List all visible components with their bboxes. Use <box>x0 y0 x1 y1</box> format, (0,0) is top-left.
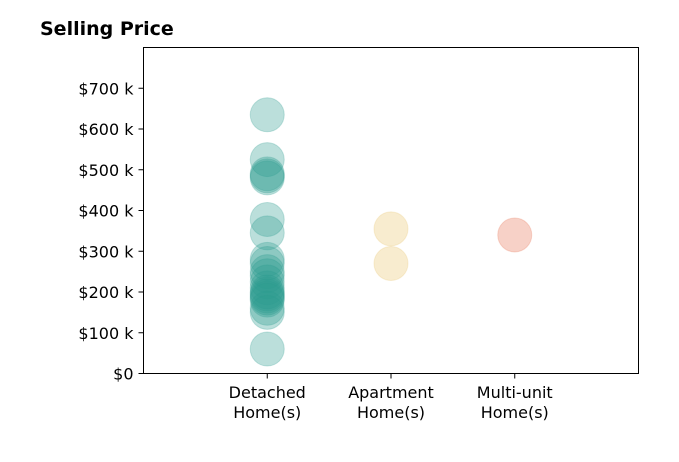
data-point <box>249 142 285 178</box>
data-point <box>249 264 285 300</box>
data-point <box>249 245 285 281</box>
data-point <box>249 278 285 314</box>
y-tick-label: $300 k <box>78 242 134 261</box>
data-point <box>249 201 285 237</box>
plot-frame <box>143 47 639 374</box>
data-point <box>249 241 285 277</box>
y-tick-label: $600 k <box>78 120 134 139</box>
points-layer <box>249 97 533 367</box>
y-tick-label: $0 <box>113 365 133 384</box>
data-point <box>373 245 409 281</box>
data-point <box>373 211 409 247</box>
x-axis: DetachedHome(s)ApartmentHome(s)Multi-uni… <box>229 373 553 422</box>
data-point <box>249 270 285 306</box>
data-point <box>249 290 285 326</box>
y-tick-label: $400 k <box>78 202 134 221</box>
chart-title: Selling Price <box>40 18 174 40</box>
y-tick-label: $200 k <box>78 283 134 302</box>
data-point <box>249 276 285 312</box>
x-tick-label: Detached <box>229 383 306 402</box>
x-tick-label: Home(s) <box>481 403 549 422</box>
data-point <box>249 331 285 367</box>
data-point <box>497 217 533 253</box>
data-point <box>249 158 285 194</box>
data-point <box>249 280 285 316</box>
y-tick-label: $700 k <box>78 79 134 98</box>
data-point <box>249 215 285 251</box>
y-tick-label: $500 k <box>78 161 134 180</box>
x-tick-label: Apartment <box>348 383 434 402</box>
data-point <box>249 97 285 133</box>
data-point <box>249 254 285 290</box>
data-point <box>249 156 285 192</box>
data-point <box>249 282 285 318</box>
y-tick-label: $100 k <box>78 324 134 343</box>
data-point <box>249 160 285 196</box>
y-axis: $0 $100 k $200 k $300 k $400 k $500 k $600 k $7… <box>78 79 144 384</box>
x-tick-label: Multi-unit <box>477 383 553 402</box>
data-point <box>249 258 285 294</box>
data-point <box>249 294 285 330</box>
x-tick-label: Home(s) <box>357 403 425 422</box>
x-tick-label: Home(s) <box>233 403 301 422</box>
data-point <box>249 274 285 310</box>
